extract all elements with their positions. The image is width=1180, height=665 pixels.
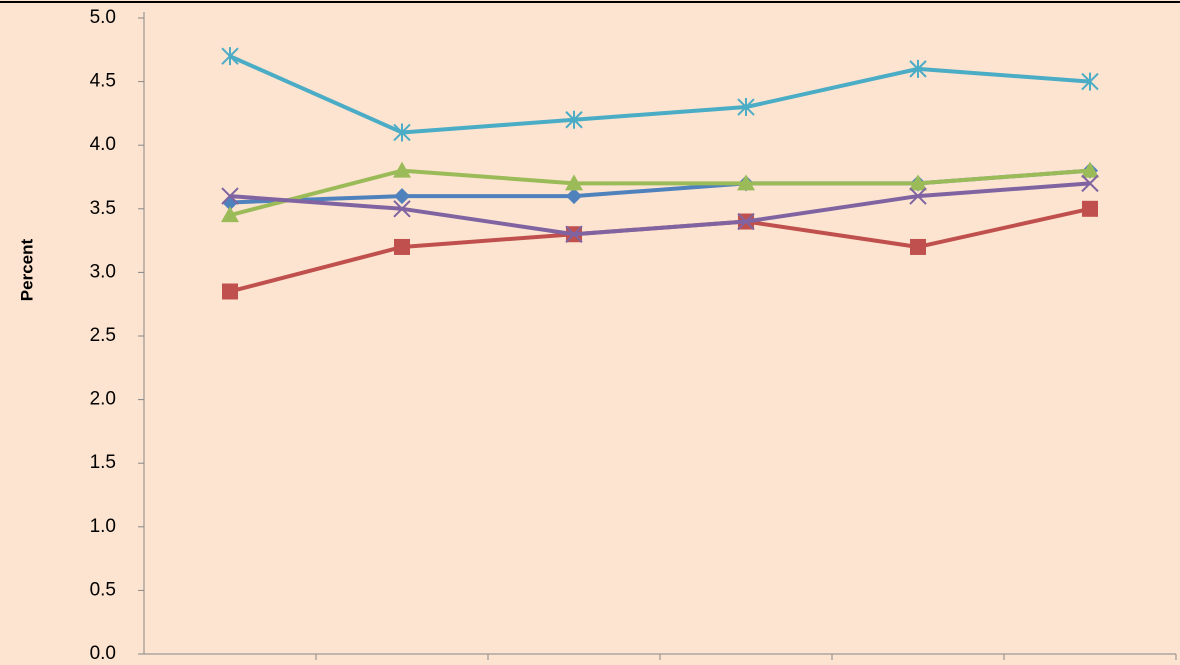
- marker: [221, 187, 239, 205]
- marker: [565, 174, 583, 191]
- y-tick-label: 3.5: [90, 198, 116, 219]
- marker: [737, 174, 755, 191]
- marker: [909, 59, 927, 78]
- marker: [394, 188, 410, 205]
- y-tick-label: 5.0: [90, 7, 116, 28]
- marker: [222, 283, 238, 300]
- series-line: [229, 168, 1091, 218]
- marker: [393, 200, 411, 218]
- marker: [394, 238, 410, 255]
- y-tick-label: 4.5: [90, 71, 116, 92]
- marker: [566, 188, 582, 205]
- marker: [565, 225, 583, 243]
- marker: [393, 123, 411, 142]
- series-line: [229, 181, 1091, 237]
- y-tick-label: 3.0: [90, 261, 116, 282]
- marker: [909, 187, 927, 205]
- y-tick-label: 0.5: [90, 579, 116, 600]
- marker: [737, 98, 755, 117]
- y-axis-label: Percent: [17, 238, 36, 301]
- series-line: [229, 54, 1091, 135]
- marker: [393, 161, 411, 178]
- marker: [1081, 174, 1099, 193]
- marker: [910, 238, 926, 255]
- y-tick-label: 4.0: [90, 134, 116, 155]
- y-tick-label: 1.5: [90, 452, 116, 473]
- marker: [909, 174, 927, 191]
- marker: [737, 212, 755, 231]
- y-tick-label: 2.5: [90, 325, 116, 346]
- y-tick-label: 2.0: [90, 389, 116, 410]
- marker: [221, 206, 239, 223]
- y-tick-label: 1.0: [90, 516, 116, 537]
- marker: [1082, 200, 1098, 217]
- marker: [1081, 161, 1099, 178]
- marker: [1081, 72, 1099, 91]
- marker: [222, 194, 238, 211]
- marker: [565, 110, 583, 129]
- marker: [221, 47, 239, 66]
- y-tick-label: 0.0: [90, 643, 116, 660]
